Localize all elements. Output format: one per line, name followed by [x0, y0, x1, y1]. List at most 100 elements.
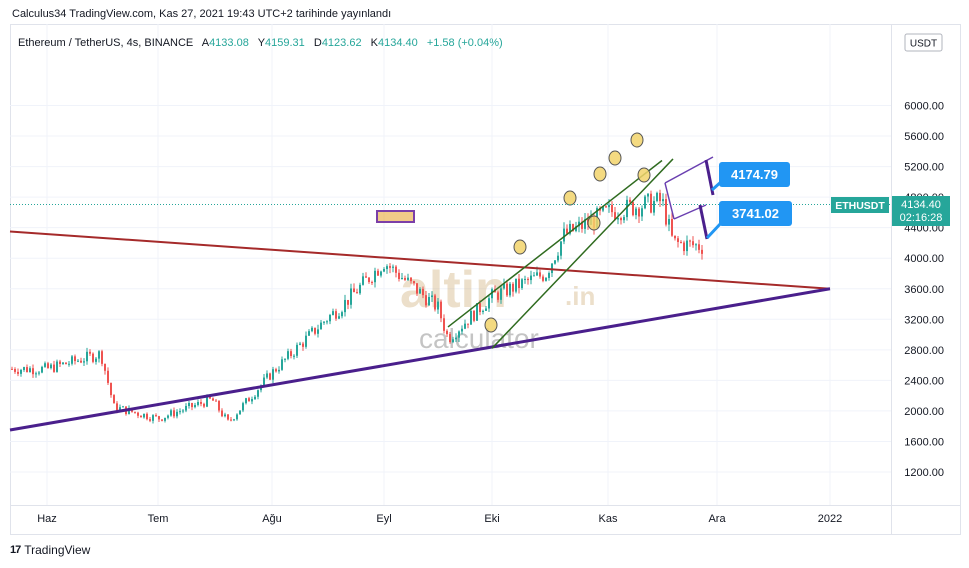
low-label: D — [314, 37, 322, 49]
currency-badge-box[interactable] — [904, 33, 943, 52]
candle-body — [389, 266, 391, 268]
candle-body — [134, 411, 136, 413]
candle-body — [701, 249, 703, 254]
candle-body — [14, 369, 16, 372]
trendline-support[interactable] — [9, 287, 831, 432]
candle-body — [116, 403, 118, 412]
y-tick-label: 5600.00 — [904, 131, 944, 143]
candle-body — [119, 407, 121, 412]
candle-body — [122, 406, 124, 408]
candle-body — [104, 363, 106, 371]
candle-body — [179, 411, 181, 413]
chart-frame — [10, 24, 961, 535]
footer: 17 TradingView — [10, 543, 90, 557]
candle-body — [293, 355, 295, 357]
candle-body — [641, 208, 643, 217]
candle-body — [518, 278, 520, 289]
symbol-name: Ethereum / TetherUS, 4s, BINANCE — [18, 37, 193, 49]
ohlc-legend: Ethereum / TetherUS, 4s, BINANCE A4133.0… — [18, 37, 503, 49]
candle-body — [572, 224, 574, 231]
candle-body — [449, 334, 451, 343]
time-axis: Haz Tem Ağu Eyl Eki Kas Ara 2022 — [37, 513, 842, 525]
candle-body — [629, 199, 631, 203]
candle-body — [317, 329, 319, 334]
candle-body — [398, 272, 400, 279]
candle-body — [359, 284, 361, 294]
x-tick-label: Eki — [484, 513, 499, 525]
candle-body — [17, 371, 19, 374]
candles — [11, 189, 703, 424]
candle-body — [182, 410, 184, 412]
candle-body — [515, 278, 517, 292]
candle-body — [224, 414, 226, 417]
y-tick-label: 3200.00 — [904, 314, 944, 326]
high-label: Y — [258, 37, 266, 49]
candle-body — [227, 414, 229, 420]
candle-body — [485, 308, 487, 311]
candle-body — [512, 283, 514, 292]
candle-body — [266, 373, 268, 378]
close-value: 4134.40 — [378, 37, 418, 49]
candle-body — [569, 224, 571, 234]
peak-highlight-box — [376, 210, 415, 223]
candle-body — [185, 405, 187, 411]
candle-body — [206, 396, 208, 407]
candle-body — [437, 301, 439, 310]
trendline-resistance[interactable] — [9, 230, 831, 290]
candle-body — [401, 277, 403, 279]
candle-body — [38, 372, 40, 374]
candle-body — [296, 344, 298, 356]
candle-body — [443, 318, 445, 331]
candle-body — [668, 218, 670, 225]
candle-body — [422, 288, 424, 296]
candle-body — [230, 419, 232, 421]
currency-badge[interactable]: USDT — [910, 39, 937, 50]
target-upper-box — [719, 162, 790, 187]
grid-lines — [10, 24, 891, 505]
y-tick-label: 2000.00 — [904, 406, 944, 418]
candle-body — [74, 356, 76, 362]
candle-body — [677, 238, 679, 242]
candle-body — [50, 364, 52, 369]
price-tag-value: 4134.40 — [901, 199, 941, 211]
candle-body — [89, 351, 91, 354]
watermark: altin .in calculator — [400, 261, 595, 354]
candle-body — [581, 221, 583, 229]
candle-body — [365, 276, 367, 278]
candle-body — [248, 398, 250, 402]
target-upper-callout[interactable]: 4174.79 — [710, 162, 790, 192]
change-value: +1.58 (+0.04%) — [427, 37, 503, 49]
trendline-channel-upper[interactable] — [447, 159, 663, 328]
candle-body — [506, 283, 508, 296]
target-lower-callout[interactable]: 3741.02 — [705, 201, 792, 240]
candle-body — [272, 369, 274, 380]
candle-body — [473, 310, 475, 321]
price-tag-countdown: 02:16:28 — [900, 212, 943, 224]
candle-body — [188, 403, 190, 406]
candle-body — [392, 266, 394, 268]
target-lower-pointer — [705, 220, 724, 240]
trendline-channel-lower[interactable] — [491, 158, 674, 349]
candle-body — [656, 192, 658, 201]
candle-body — [614, 212, 616, 220]
candle-body — [305, 335, 307, 347]
candle-body — [233, 419, 235, 421]
candle-body — [68, 363, 70, 365]
candle-body — [371, 282, 373, 284]
candle-body — [482, 310, 484, 313]
y-tick-label: 5200.00 — [904, 162, 944, 174]
symbol-tag: ETHUSDT — [835, 200, 885, 212]
candle-body — [32, 368, 34, 375]
candle-body — [413, 281, 415, 284]
x-tick-label: Haz — [37, 513, 57, 525]
candle-body — [170, 410, 172, 416]
candle-body — [332, 311, 334, 315]
target-lower-box — [719, 201, 792, 226]
candle-body — [395, 266, 397, 273]
candle-body — [143, 413, 145, 418]
open-value: 4133.08 — [209, 37, 249, 49]
candle-body — [617, 218, 619, 220]
candle-body — [419, 288, 421, 294]
candle-body — [341, 312, 343, 317]
